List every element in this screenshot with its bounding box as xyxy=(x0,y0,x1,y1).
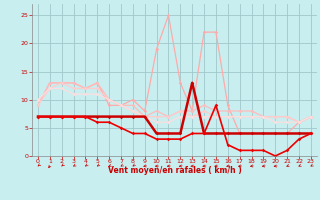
X-axis label: Vent moyen/en rafales ( km/h ): Vent moyen/en rafales ( km/h ) xyxy=(108,166,241,175)
